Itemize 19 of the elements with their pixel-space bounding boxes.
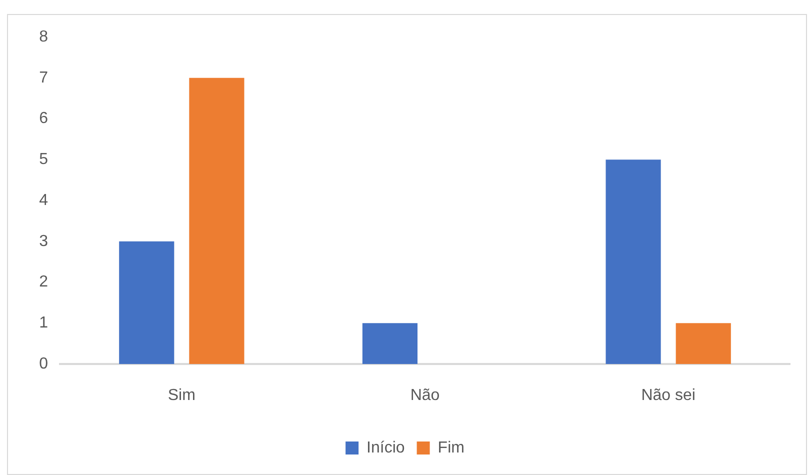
- y-tick-label: 8: [39, 28, 48, 46]
- y-tick-label: 6: [39, 110, 48, 128]
- y-tick-label: 4: [39, 192, 48, 209]
- bar: [676, 323, 731, 364]
- bar: [362, 323, 418, 364]
- y-tick-label: 2: [39, 274, 48, 291]
- legend-label: Fim: [438, 439, 464, 456]
- y-tick-label: 0: [39, 355, 48, 372]
- bar: [119, 241, 174, 364]
- bar: [606, 160, 661, 364]
- x-tick-label: Não: [410, 387, 440, 404]
- y-tick-label: 3: [39, 232, 48, 250]
- x-tick-label: Não sei: [641, 387, 696, 404]
- x-tick-label: Sim: [168, 387, 196, 404]
- legend-label: Início: [366, 439, 405, 456]
- y-tick-label: 5: [39, 151, 48, 168]
- y-tick-label: 1: [39, 314, 48, 332]
- y-tick-label: 7: [39, 69, 48, 86]
- bar: [189, 78, 244, 364]
